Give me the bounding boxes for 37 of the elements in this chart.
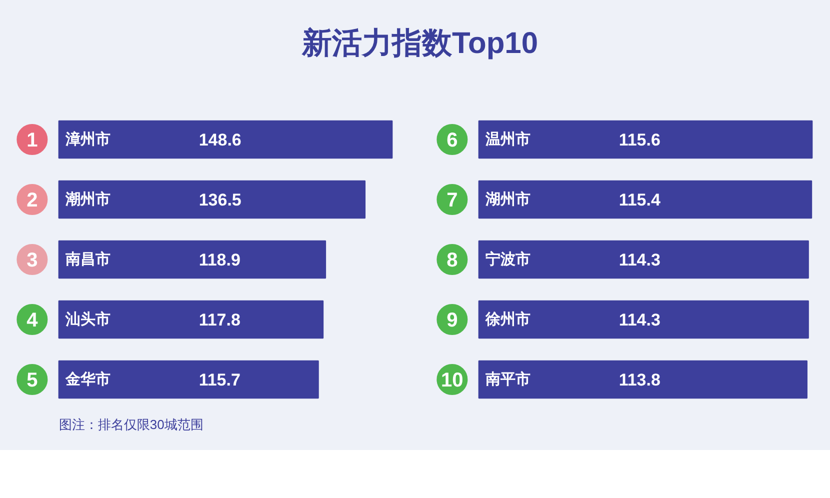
data-label: 114.3 [618, 310, 660, 330]
category-label: 宁波市 [486, 251, 530, 268]
data-label: 136.5 [198, 190, 242, 210]
data-label: 115.4 [618, 190, 661, 210]
data-label: 117.8 [198, 310, 240, 330]
bar [58, 360, 319, 399]
category-label: 温州市 [486, 131, 530, 148]
bar [58, 180, 366, 219]
text: 5 [26, 370, 38, 392]
chart-title: 新活力指数Top10 [302, 26, 538, 62]
text: 6 [446, 130, 458, 152]
category-label: 金华市 [66, 371, 110, 388]
text: 1 [26, 130, 38, 152]
data-label: 115.6 [618, 130, 660, 150]
category-label: 汕头市 [66, 311, 110, 328]
text: 10 [441, 370, 464, 392]
category-label: 湖州市 [486, 191, 530, 208]
category-label: 徐州市 [486, 311, 530, 328]
category-label: 南平市 [486, 371, 530, 388]
category-label: 南昌市 [66, 251, 110, 268]
text: 9 [446, 310, 458, 332]
bar [58, 240, 326, 279]
data-label: 113.8 [618, 370, 660, 390]
data-label: 114.3 [618, 250, 660, 270]
bar [58, 120, 393, 159]
text: 3 [26, 250, 38, 272]
text: 图注：排名仅限30城范围 [58, 417, 204, 432]
text: 8 [446, 250, 458, 272]
category-label: 潮州市 [66, 191, 110, 208]
bar [58, 300, 324, 339]
data-label: 115.7 [198, 370, 240, 390]
text: 4 [26, 310, 39, 332]
text: 2 [26, 190, 38, 212]
category-label: 漳州市 [66, 131, 110, 148]
data-label: 118.9 [198, 250, 240, 270]
text: 7 [446, 190, 458, 212]
data-label: 148.6 [198, 130, 242, 150]
